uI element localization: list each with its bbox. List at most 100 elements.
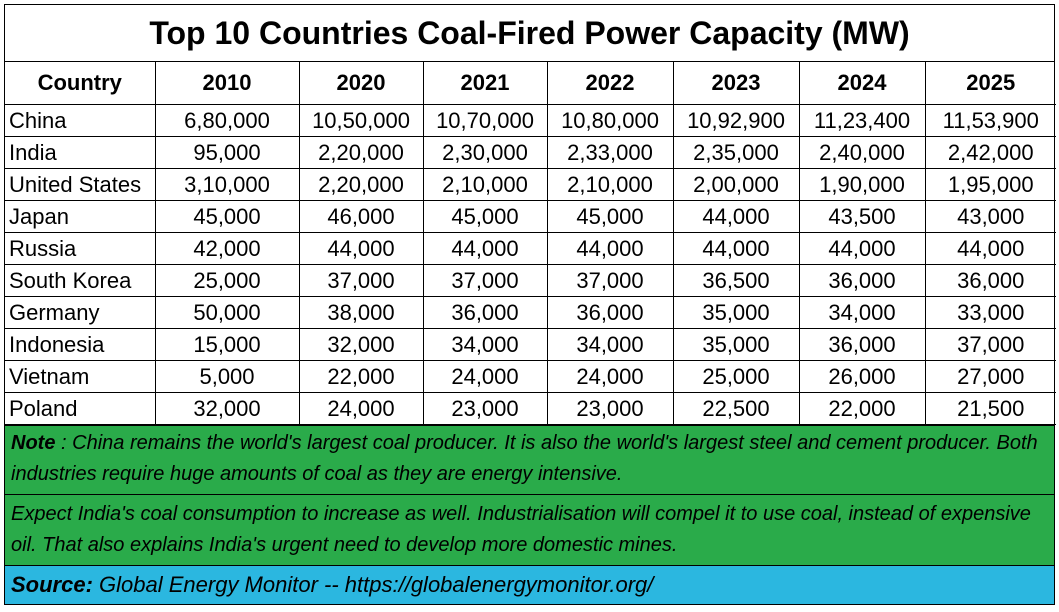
country-cell: Vietnam <box>5 360 156 393</box>
capacity-cell: 2,20,000 <box>298 136 424 169</box>
note2-text: Expect India's coal consumption to incre… <box>11 503 1031 556</box>
capacity-cell: 6,80,000 <box>154 104 300 137</box>
column-header-year: 2024 <box>798 62 926 105</box>
capacity-cell: 2,20,000 <box>298 168 424 201</box>
header-row: Country 2010 2020 2021 2022 2023 2024 2025 <box>5 62 1056 105</box>
country-cell: Indonesia <box>5 328 156 361</box>
column-header-year: 2010 <box>154 62 300 105</box>
capacity-cell: 34,000 <box>798 296 926 329</box>
capacity-cell: 36,500 <box>672 264 800 297</box>
capacity-cell: 37,000 <box>546 264 674 297</box>
capacity-cell: 45,000 <box>546 200 674 233</box>
capacity-table: Country 2010 2020 2021 2022 2023 2024 2025 Chin… <box>5 62 1056 425</box>
source-text: Global Energy Monitor -- https://globale… <box>92 572 654 597</box>
source-line: Source: Global Energy Monitor -- https:/… <box>5 565 1054 604</box>
capacity-cell: 36,000 <box>798 328 926 361</box>
capacity-cell: 3,10,000 <box>154 168 300 201</box>
capacity-cell: 1,90,000 <box>798 168 926 201</box>
capacity-cell: 26,000 <box>798 360 926 393</box>
table-row: Indonesia 15,000 32,000 34,000 34,000 35,000 3… <box>5 328 1056 361</box>
table-row: China 6,80,000 10,50,000 10,70,000 10,80,000… <box>5 104 1056 137</box>
table-row: Germany 50,000 38,000 36,000 36,000 35,000 34,… <box>5 296 1056 329</box>
capacity-cell: 2,42,000 <box>924 136 1056 169</box>
capacity-cell: 32,000 <box>298 328 424 361</box>
capacity-cell: 50,000 <box>154 296 300 329</box>
column-header-year: 2020 <box>298 62 424 105</box>
table-body: China 6,80,000 10,50,000 10,70,000 10,80,000… <box>5 104 1056 425</box>
capacity-cell: 24,000 <box>422 360 548 393</box>
capacity-cell: 2,00,000 <box>672 168 800 201</box>
capacity-cell: 10,70,000 <box>422 104 548 137</box>
country-cell: United States <box>5 168 156 201</box>
capacity-cell: 44,000 <box>672 232 800 265</box>
capacity-cell: 34,000 <box>546 328 674 361</box>
capacity-cell: 44,000 <box>672 200 800 233</box>
capacity-cell: 43,000 <box>924 200 1056 233</box>
capacity-cell: 38,000 <box>298 296 424 329</box>
table-row: United States 3,10,000 2,20,000 2,10,000 2,1… <box>5 168 1056 201</box>
note-separator: : <box>55 432 73 454</box>
capacity-cell: 35,000 <box>672 328 800 361</box>
capacity-cell: 25,000 <box>154 264 300 297</box>
note-label: Note <box>11 432 56 454</box>
table-row: South Korea 25,000 37,000 37,000 37,000 36,50… <box>5 264 1056 297</box>
capacity-cell: 37,000 <box>422 264 548 297</box>
capacity-cell: 44,000 <box>924 232 1056 265</box>
capacity-cell: 2,10,000 <box>422 168 548 201</box>
capacity-cell: 42,000 <box>154 232 300 265</box>
capacity-cell: 5,000 <box>154 360 300 393</box>
capacity-cell: 44,000 <box>422 232 548 265</box>
capacity-cell: 43,500 <box>798 200 926 233</box>
note-box-2: Expect India's coal consumption to incre… <box>5 494 1054 565</box>
capacity-cell: 22,000 <box>298 360 424 393</box>
capacity-cell: 2,40,000 <box>798 136 926 169</box>
capacity-cell: 34,000 <box>422 328 548 361</box>
country-cell: Poland <box>5 392 156 425</box>
capacity-cell: 35,000 <box>672 296 800 329</box>
source-label: Source: <box>11 572 93 597</box>
capacity-cell: 45,000 <box>422 200 548 233</box>
capacity-cell: 24,000 <box>546 360 674 393</box>
capacity-cell: 10,92,900 <box>672 104 800 137</box>
capacity-cell: 36,000 <box>546 296 674 329</box>
column-header-year: 2021 <box>422 62 548 105</box>
note-box: Note : China remains the world's largest… <box>5 425 1054 494</box>
capacity-cell: 36,000 <box>798 264 926 297</box>
capacity-cell: 36,000 <box>924 264 1056 297</box>
capacity-cell: 1,95,000 <box>924 168 1056 201</box>
capacity-cell: 45,000 <box>154 200 300 233</box>
table-title: Top 10 Countries Coal-Fired Power Capaci… <box>5 5 1054 62</box>
capacity-cell: 37,000 <box>924 328 1056 361</box>
capacity-cell: 27,000 <box>924 360 1056 393</box>
capacity-cell: 2,35,000 <box>672 136 800 169</box>
country-cell: Japan <box>5 200 156 233</box>
capacity-cell: 44,000 <box>298 232 424 265</box>
column-header-year: 2023 <box>672 62 800 105</box>
table-row: Japan 45,000 46,000 45,000 45,000 44,000 43,50… <box>5 200 1056 233</box>
capacity-cell: 11,53,900 <box>924 104 1056 137</box>
capacity-cell: 22,500 <box>672 392 800 425</box>
capacity-cell: 95,000 <box>154 136 300 169</box>
capacity-cell: 22,000 <box>798 392 926 425</box>
table-row: Poland 32,000 24,000 23,000 23,000 22,500 22,0… <box>5 392 1056 425</box>
table-row: Vietnam 5,000 22,000 24,000 24,000 25,000 26,0… <box>5 360 1056 393</box>
capacity-cell: 21,500 <box>924 392 1056 425</box>
country-cell: India <box>5 136 156 169</box>
report-table-sheet: Top 10 Countries Coal-Fired Power Capaci… <box>4 4 1056 605</box>
country-cell: Germany <box>5 296 156 329</box>
capacity-cell: 10,50,000 <box>298 104 424 137</box>
capacity-cell: 44,000 <box>798 232 926 265</box>
capacity-cell: 23,000 <box>422 392 548 425</box>
country-cell: South Korea <box>5 264 156 297</box>
column-header-year: 2025 <box>924 62 1056 105</box>
capacity-cell: 15,000 <box>154 328 300 361</box>
country-cell: Russia <box>5 232 156 265</box>
capacity-cell: 24,000 <box>298 392 424 425</box>
capacity-cell: 32,000 <box>154 392 300 425</box>
capacity-cell: 25,000 <box>672 360 800 393</box>
capacity-cell: 2,30,000 <box>422 136 548 169</box>
capacity-cell: 37,000 <box>298 264 424 297</box>
column-header-year: 2022 <box>546 62 674 105</box>
capacity-cell: 36,000 <box>422 296 548 329</box>
column-header-country: Country <box>5 62 156 105</box>
